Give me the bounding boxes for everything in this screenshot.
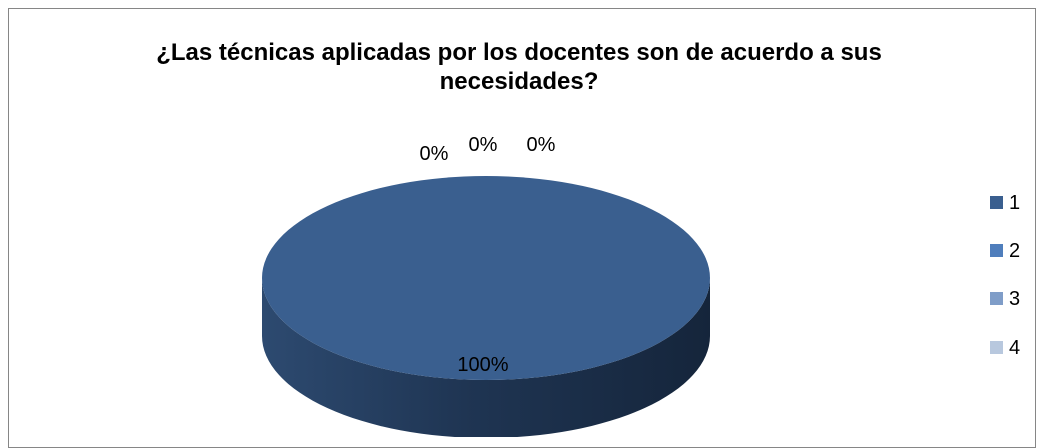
legend-label-4: 4 bbox=[1009, 337, 1020, 359]
legend-label-3: 3 bbox=[1009, 288, 1020, 310]
pie-chart: 100% 0% 0% 0% 1 2 3 4 bbox=[262, 134, 1020, 437]
pie-side-wall bbox=[262, 278, 710, 437]
data-label-1: 100% bbox=[457, 354, 508, 376]
legend-swatch-1 bbox=[990, 196, 1003, 209]
chart-title-line-2: necesidades? bbox=[439, 68, 599, 95]
pie-slice-1 bbox=[262, 176, 710, 380]
pie-slices bbox=[262, 176, 710, 437]
data-label-3: 0% bbox=[469, 134, 498, 156]
legend: 1 2 3 4 bbox=[990, 192, 1020, 359]
legend-swatch-3 bbox=[990, 292, 1003, 305]
chart-title-line-1: ¿Las técnicas aplicadas por los docentes… bbox=[156, 39, 882, 66]
legend-label-2: 2 bbox=[1009, 240, 1020, 262]
legend-label-1: 1 bbox=[1009, 192, 1020, 214]
chart-title: ¿Las técnicas aplicadas por los docentes… bbox=[0, 38, 1038, 96]
legend-swatch-2 bbox=[990, 244, 1003, 257]
data-label-2: 0% bbox=[420, 143, 449, 165]
legend-swatch-4 bbox=[990, 341, 1003, 354]
data-label-4: 0% bbox=[527, 134, 556, 156]
